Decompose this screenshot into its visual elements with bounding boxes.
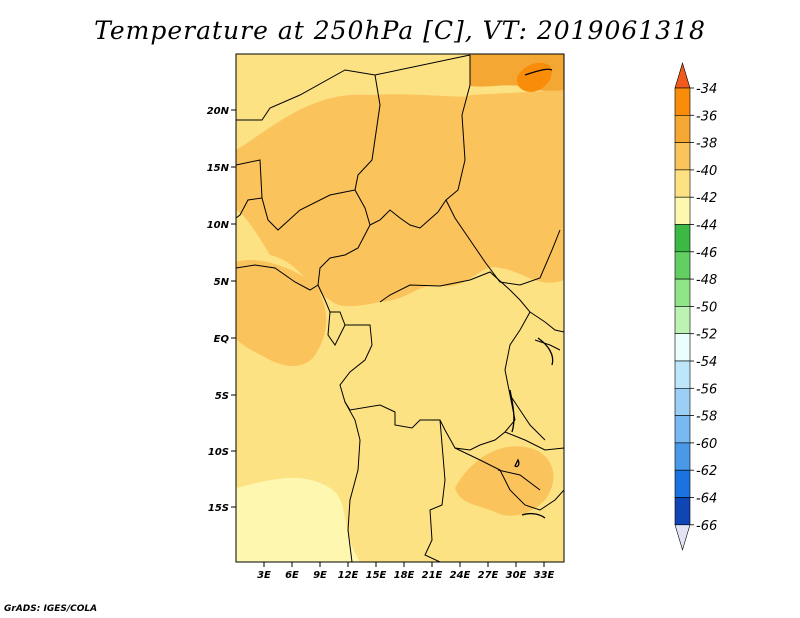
lon-tick-label: 6E: [285, 570, 299, 581]
lat-tick-label: 20N: [207, 106, 230, 117]
lat-tick-label: 15S: [208, 503, 229, 514]
colorbar-bottom-arrow: [674, 524, 691, 551]
colorbar-segment: [674, 251, 691, 280]
colorbar-segment: [674, 306, 691, 334]
lon-ticks: 3E 6E 9E 12E 15E 18E 21E 24E 27E 30E 33E: [257, 562, 555, 581]
map-frame: [235, 53, 565, 563]
chart-title: Temperature at 250hPa [C], VT: 201906131…: [94, 16, 706, 45]
colorbar-segment: [674, 442, 691, 471]
colorbar-label: -36: [696, 109, 717, 124]
colorbar-label: -48: [696, 273, 717, 288]
colorbar-segment: [674, 469, 691, 498]
colorbar-label: -58: [696, 410, 717, 425]
colorbar-segment: [674, 196, 691, 225]
grads-credit: GrADS: IGES/COLA: [4, 604, 98, 614]
colorbar-label: -40: [696, 164, 717, 179]
field-warm-sahel: [236, 90, 564, 307]
lon-tick-label: 12E: [338, 570, 359, 581]
colorbar-label: -50: [696, 300, 717, 315]
lat-tick-label: EQ: [214, 334, 230, 345]
lat-tick-label: 5N: [214, 277, 230, 288]
colorbar-segment: [674, 87, 691, 116]
lat-tick-label: 15N: [207, 163, 230, 174]
lat-tick-label: 10S: [208, 447, 229, 458]
lon-tick-label: 30E: [506, 570, 527, 581]
colorbar-label: -64: [696, 492, 717, 507]
lon-tick-label: 15E: [366, 570, 387, 581]
colorbar-segment: [674, 169, 691, 198]
colorbar-label: -42: [696, 191, 717, 206]
colorbar-label: -66: [696, 519, 717, 534]
colorbar-label: -52: [696, 328, 717, 343]
colorbar-segment: [674, 278, 691, 307]
colorbar-label: -34: [696, 82, 717, 97]
lakes: [509, 68, 554, 519]
colorbar-label: -44: [696, 219, 717, 234]
lat-ticks: 20N 15N 10N 5N EQ 5S 10S 15S: [207, 106, 236, 514]
colorbar-segment: [674, 497, 691, 526]
country-borders: [236, 54, 564, 562]
lon-tick-label: 9E: [313, 570, 327, 581]
colorbar-segment: [674, 333, 691, 362]
colorbar-label: -62: [696, 464, 717, 479]
colorbar-segment: [674, 387, 691, 416]
lon-tick-label: 3E: [257, 570, 271, 581]
field-warm-lake: [455, 446, 554, 516]
colorbar-label: -46: [696, 246, 717, 261]
lon-tick-label: 18E: [394, 570, 415, 581]
colorbar-label: -54: [696, 355, 717, 370]
lon-tick-label: 33E: [534, 570, 555, 581]
lon-tick-label: 27E: [478, 570, 499, 581]
colorbar-label: -60: [696, 437, 717, 452]
field-cool-south: [236, 477, 360, 562]
lon-tick-label: 21E: [422, 570, 443, 581]
colorbar: -34 -36 -38 -40 -42 -44 -46 -48 -50 -52 -54 -56 -58 -…: [674, 61, 717, 551]
colorbar-segment: [674, 415, 691, 444]
lat-tick-label: 10N: [207, 220, 230, 231]
lat-tick-label: 5S: [215, 391, 229, 402]
colorbar-segment: [674, 224, 691, 253]
colorbar-segment: [674, 142, 691, 171]
colorbar-label: -38: [696, 137, 717, 152]
colorbar-segment: [674, 115, 691, 143]
temperature-field: [236, 54, 564, 562]
colorbar-top-arrow: [674, 61, 691, 89]
lon-tick-label: 24E: [450, 570, 471, 581]
colorbar-label: -56: [696, 382, 717, 397]
colorbar-segment: [674, 360, 691, 389]
